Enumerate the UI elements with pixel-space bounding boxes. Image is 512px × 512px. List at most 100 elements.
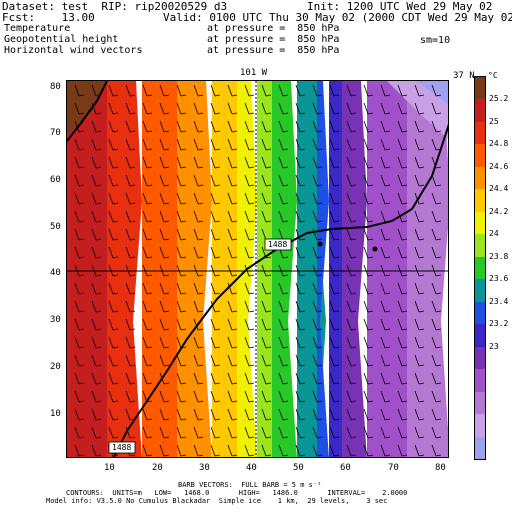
- wind-barb: [244, 282, 255, 295]
- wind-barb: [380, 84, 391, 97]
- wind-barb: [363, 444, 374, 457]
- wind-barb: [346, 372, 357, 385]
- wind-barb: [142, 444, 153, 457]
- wind-barb: [346, 408, 357, 421]
- colorbar-segment: [475, 77, 485, 100]
- wind-barb: [414, 354, 425, 367]
- wind-barb: [159, 84, 170, 97]
- wind-barb: [74, 408, 85, 421]
- wind-barb: [176, 138, 187, 151]
- wind-barb: [346, 138, 357, 151]
- wind-barb: [227, 336, 238, 349]
- wind-barb: [431, 300, 442, 313]
- wind-barb: [108, 390, 119, 403]
- wind-barb: [176, 102, 187, 115]
- wind-barb: [193, 102, 204, 115]
- wind-barb: [244, 300, 255, 313]
- wind-barb: [380, 282, 391, 295]
- wind-barb: [210, 156, 221, 169]
- colorbar-segment: [475, 121, 485, 145]
- wind-barb: [380, 156, 391, 169]
- wind-barb: [261, 282, 272, 295]
- wind-barb: [159, 120, 170, 133]
- wind-barb: [91, 156, 102, 169]
- wind-barb: [159, 192, 170, 205]
- wind-barb: [74, 390, 85, 403]
- wind-barb: [142, 174, 153, 187]
- wind-barb: [227, 372, 238, 385]
- wind-barb: [261, 156, 272, 169]
- wind-barb: [329, 138, 340, 151]
- wind-barb: [108, 102, 119, 115]
- wind-barb: [312, 120, 323, 133]
- wind-barb: [176, 210, 187, 223]
- wind-barb: [176, 156, 187, 169]
- colorbar-segment: [475, 324, 485, 348]
- wind-barb: [108, 228, 119, 241]
- wind-barb: [278, 84, 289, 97]
- wind-barb: [108, 318, 119, 331]
- wind-barb: [261, 426, 272, 439]
- wind-barb: [380, 390, 391, 403]
- wind-barb: [142, 120, 153, 133]
- wind-barb: [414, 138, 425, 151]
- wind-barb: [431, 210, 442, 223]
- wind-barb: [142, 336, 153, 349]
- wind-barb: [159, 390, 170, 403]
- wind-barb: [329, 372, 340, 385]
- wind-barbs: [74, 84, 442, 457]
- wind-barb: [91, 354, 102, 367]
- y-tick: 10: [50, 409, 61, 419]
- wind-barb: [125, 156, 136, 169]
- wind-barb: [108, 300, 119, 313]
- wind-barb: [91, 120, 102, 133]
- wind-barb: [278, 372, 289, 385]
- wind-barb: [176, 390, 187, 403]
- wind-barb: [159, 336, 170, 349]
- wind-barb: [431, 192, 442, 205]
- wind-barb: [329, 444, 340, 457]
- wind-barb: [244, 138, 255, 151]
- wind-barb: [414, 372, 425, 385]
- wind-barb: [210, 120, 221, 133]
- wind-barb: [108, 156, 119, 169]
- wind-barb: [210, 318, 221, 331]
- wind-barb: [380, 372, 391, 385]
- wind-barb: [261, 192, 272, 205]
- temperature-band: [272, 81, 297, 457]
- wind-barb: [125, 246, 136, 259]
- wind-barb: [142, 192, 153, 205]
- wind-barb: [431, 102, 442, 115]
- wind-barb: [227, 354, 238, 367]
- wind-barb: [227, 426, 238, 439]
- wind-barb: [210, 246, 221, 259]
- wind-barb: [108, 246, 119, 259]
- wind-barb: [397, 174, 408, 187]
- wind-barb: [431, 372, 442, 385]
- wind-barb: [74, 156, 85, 169]
- x-tick: 50: [293, 463, 304, 473]
- wind-barb: [295, 282, 306, 295]
- field-name-wind: Horizontal wind vectors: [4, 45, 143, 56]
- wind-barb: [312, 300, 323, 313]
- wind-barb: [159, 300, 170, 313]
- wind-barb: [397, 228, 408, 241]
- wind-barb: [142, 282, 153, 295]
- wind-barb: [380, 102, 391, 115]
- wind-barb: [91, 390, 102, 403]
- wind-barb: [244, 228, 255, 241]
- wind-barb: [397, 282, 408, 295]
- wind-barb: [329, 354, 340, 367]
- wind-barb: [91, 372, 102, 385]
- wind-barb: [74, 282, 85, 295]
- wind-barb: [142, 102, 153, 115]
- wind-barb: [210, 282, 221, 295]
- wind-barb: [142, 426, 153, 439]
- wind-barb: [278, 336, 289, 349]
- wind-barb: [261, 120, 272, 133]
- wind-barb: [414, 156, 425, 169]
- wind-barb: [278, 300, 289, 313]
- wind-barb: [295, 336, 306, 349]
- wind-barb: [346, 426, 357, 439]
- wind-barb: [414, 408, 425, 421]
